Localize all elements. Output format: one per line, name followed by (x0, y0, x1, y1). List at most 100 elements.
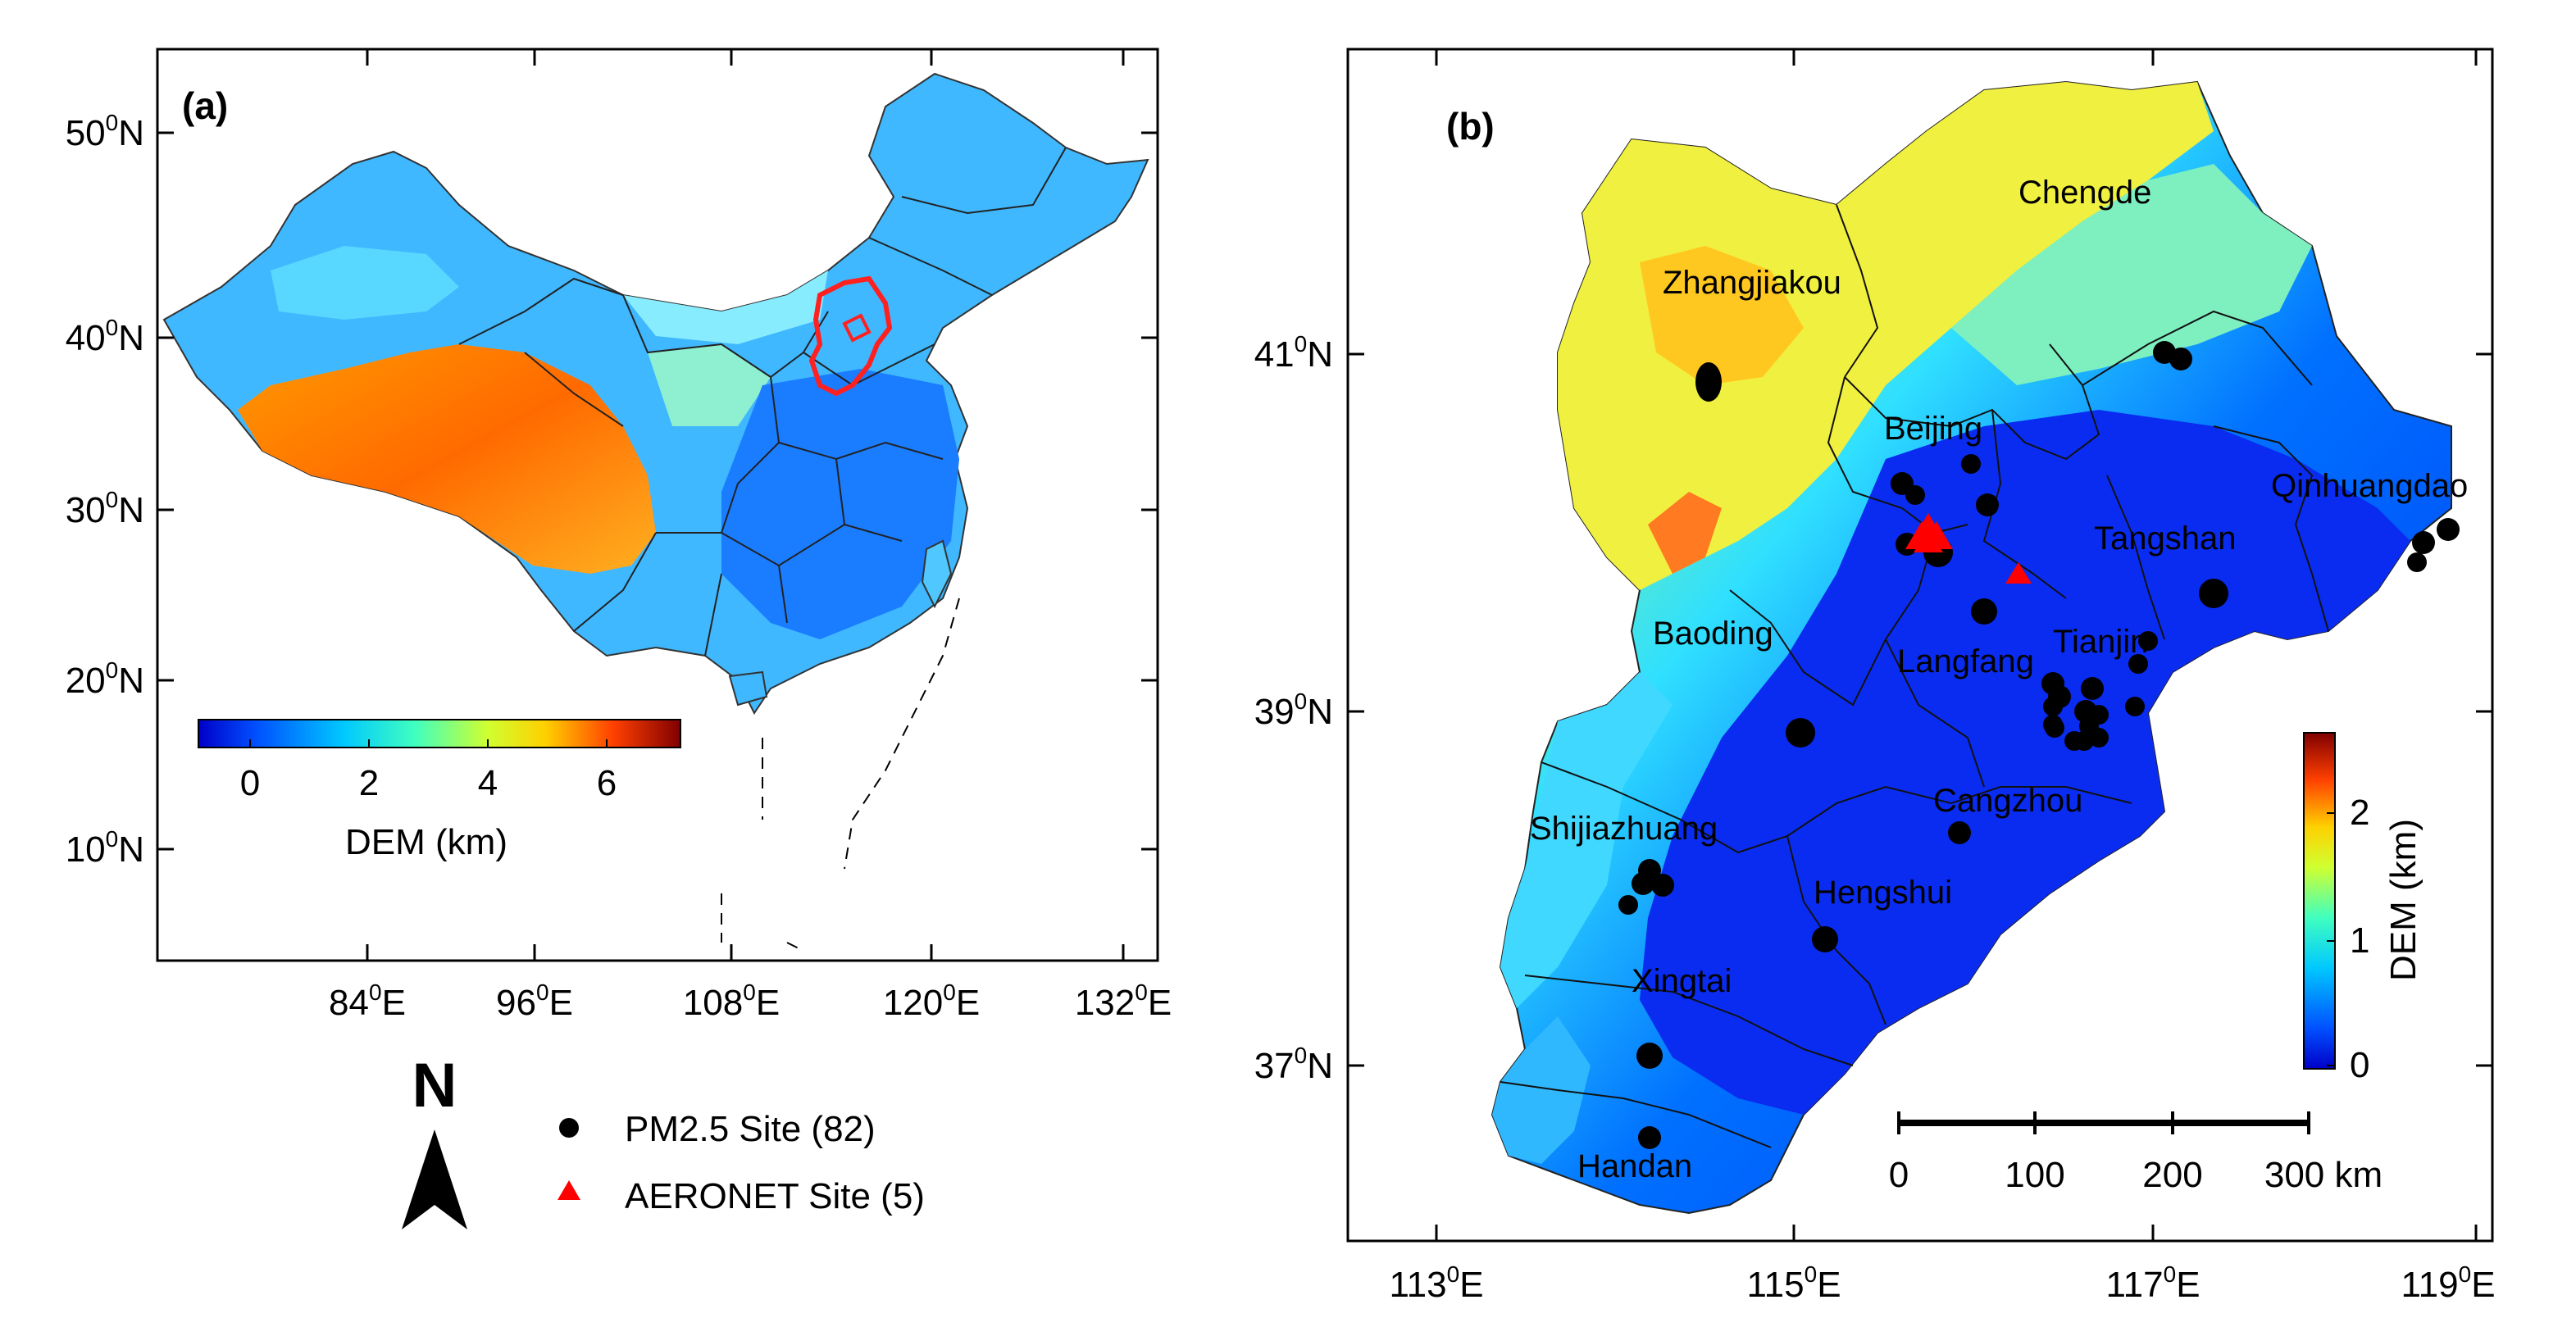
colorbar-a-tick: 0 (240, 763, 260, 803)
colorbar-b-tick: 1 (2350, 920, 2369, 961)
panel-b-lon-label: 1190E (2401, 1261, 2495, 1305)
study-region-outline (808, 275, 893, 397)
panel-a-lon-label: 1200E (883, 979, 980, 1023)
panel-a-lat-label: 100N (66, 826, 144, 870)
colorbar-a-tick: 6 (597, 763, 617, 803)
panel-b-lat-label: 370N (1254, 1043, 1333, 1086)
study-region-inner (842, 313, 872, 343)
city-label-tianjin: Tianjin (2053, 624, 2148, 660)
taiwan-island (921, 539, 953, 609)
city-label-xingtai: Xingtai (1632, 963, 1732, 999)
pm25-site (2412, 531, 2435, 554)
hainan-island (728, 670, 768, 707)
scale-bar-label: 100 (2005, 1155, 2064, 1195)
panel-a-lon-label: 1080E (683, 979, 780, 1023)
pm25-sites (1618, 341, 2460, 1149)
panel-a: 0 2 4 6 DEM (km) (a) 500N 400N 300N 200N… (66, 48, 1172, 1023)
pm25-site (1812, 926, 1838, 952)
provincial-boundaries (458, 147, 1067, 657)
colorbar-b-gradient (2303, 732, 2336, 1070)
aeronet-site (2005, 562, 2032, 584)
colorbar-b-tick: 2 (2350, 793, 2369, 833)
panel-b-label: (b) (1446, 105, 1495, 148)
pm25-site (1618, 895, 1638, 915)
pm25-site (2199, 579, 2228, 608)
colorbar-a-tick: 4 (478, 763, 498, 803)
colorbar-a-gradient (198, 719, 681, 748)
yanshan-mountains (1951, 164, 2312, 385)
scale-bar: 0 100 200 300 km (1889, 1111, 2383, 1195)
pm25-site (2074, 731, 2094, 751)
southwest-hills (1492, 1016, 1591, 1164)
aeronet-marker-icon (558, 1180, 580, 1200)
panel-b-lat-label: 390N (1254, 688, 1333, 732)
pm25-site (2045, 718, 2064, 738)
pm25-site (1695, 362, 1722, 402)
bashang-plateau (1640, 246, 1804, 385)
panel-a-lat-label: 300N (66, 487, 144, 530)
taihang-slope (1500, 672, 1673, 1008)
panel-b-lon-label: 1130E (1389, 1261, 1483, 1305)
city-label-langfang: Langfang (1897, 643, 2034, 679)
panel-b-lon-label: 1170E (2105, 1261, 2200, 1305)
eastern-plain (721, 369, 959, 639)
north-arrow-icon (402, 1129, 467, 1229)
pm25-site (1948, 821, 1971, 844)
city-label-zhangjiakou: Zhangjiakou (1663, 265, 1841, 301)
city-label-handan: Handan (1577, 1148, 1692, 1184)
city-label-tangshan: Tangshan (2094, 520, 2236, 557)
pm25-marker-icon (559, 1118, 579, 1138)
panel-a-lat-label: 400N (66, 315, 144, 358)
city-label-hengshui: Hengshui (1814, 875, 1952, 911)
city-label-chengde: Chengde (2018, 175, 2151, 211)
loess-plateau (648, 344, 771, 426)
city-label-cangzhou: Cangzhou (1933, 783, 2082, 819)
south-china-sea-dashes (721, 598, 960, 952)
north-arrow-label: N (412, 1051, 457, 1120)
colorbar-b-title: DEM (km) (2383, 819, 2424, 981)
pm25-site (1961, 454, 1981, 474)
panel-b-colorbar: 2 1 0 DEM (km) (2303, 732, 2424, 1085)
scale-bar-label: 200 (2142, 1155, 2202, 1195)
panel-b: Chengde Zhangjiakou Beijing Qinhuangdao … (1254, 48, 2496, 1305)
pm25-site (2089, 728, 2109, 748)
pm25-site (2081, 677, 2104, 700)
pm25-site (2128, 654, 2148, 674)
pm25-site (2437, 518, 2460, 541)
pm25-site (2089, 705, 2109, 725)
pm25-site (1632, 872, 1654, 895)
pm25-site (2125, 697, 2145, 716)
pm25-site (1905, 485, 1925, 505)
tibetan-plateau (238, 344, 656, 574)
city-boundaries (1500, 204, 2329, 1148)
taihang-ridge (1648, 492, 1722, 574)
colorbar-a-title: DEM (km) (345, 822, 507, 862)
map-legend: N PM2.5 Site (82) AERONET Site (5) (402, 1051, 925, 1229)
city-label-baoding: Baoding (1653, 616, 1773, 652)
panel-a-lon-label: 840E (329, 979, 406, 1023)
pm25-site (2407, 552, 2427, 572)
city-label-beijing: Beijing (1884, 411, 1982, 447)
panel-b-lon-label: 1150E (1746, 1261, 1841, 1305)
pm25-site (1636, 1043, 1663, 1069)
panel-a-colorbar: 0 2 4 6 DEM (km) (198, 719, 681, 862)
colorbar-b-tick: 0 (2350, 1045, 2369, 1085)
legend-aeronet-label: AERONET Site (5) (625, 1176, 925, 1216)
pm25-site (2169, 348, 2192, 370)
scale-bar-label: 0 (1889, 1155, 1909, 1195)
pm25-site (2138, 631, 2158, 651)
tarim-basin (271, 246, 459, 320)
panel-a-lat-label: 500N (66, 110, 144, 153)
city-label-qinhuangdao: Qinhuangdao (2271, 468, 2468, 504)
legend-pm25-label: PM2.5 Site (82) (625, 1109, 876, 1149)
scale-bar-label: 300 km (2264, 1155, 2383, 1195)
mongolian-plateau (623, 270, 828, 344)
pm25-site (1976, 493, 1999, 516)
panel-a-lat-label: 200N (66, 657, 144, 701)
city-label-shijiazhuang: Shijiazhuang (1530, 811, 1718, 847)
colorbar-a-tick: 2 (359, 763, 379, 803)
pm25-site (2043, 697, 2063, 716)
pm25-site (1651, 874, 1674, 897)
pm25-site (1786, 718, 1815, 748)
